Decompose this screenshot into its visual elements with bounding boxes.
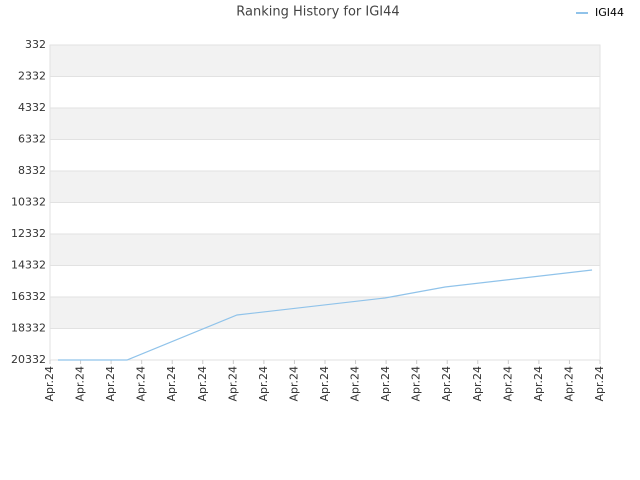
x-tick-label: Apr.24: [471, 366, 484, 402]
x-tick-label: Apr.24: [104, 366, 117, 402]
grid-band: [50, 171, 600, 203]
x-tick-label: Apr.24: [501, 366, 514, 402]
x-tick-label: Apr.24: [562, 366, 575, 402]
grid-band: [50, 234, 600, 266]
grid-band: [50, 45, 600, 77]
x-tick-label: Apr.24: [257, 366, 270, 402]
y-tick-label: 10332: [11, 196, 46, 209]
x-tick-label: Apr.24: [196, 366, 209, 402]
y-tick-label: 20332: [11, 353, 46, 366]
y-tick-label: 8332: [18, 164, 46, 177]
x-tick-label: Apr.24: [165, 366, 178, 402]
x-tick-label: Apr.24: [532, 366, 545, 402]
y-tick-label: 332: [25, 38, 46, 51]
x-tick-label: Apr.24: [379, 366, 392, 402]
y-tick-label: 12332: [11, 227, 46, 240]
grid-band: [50, 108, 600, 140]
x-tick-label: Apr.24: [593, 366, 606, 402]
y-tick-label: 2332: [18, 70, 46, 83]
y-tick-label: 4332: [18, 101, 46, 114]
x-tick-label: Apr.24: [226, 366, 239, 402]
x-tick-label: Apr.24: [440, 366, 453, 402]
series-line: [57, 269, 593, 361]
x-tick-label: Apr.24: [287, 366, 300, 402]
x-tick-label: Apr.24: [318, 366, 331, 402]
grid-band: [50, 297, 600, 329]
y-tick-label: 18332: [11, 322, 46, 335]
x-tick-label: Apr.24: [135, 366, 148, 402]
x-tick-label: Apr.24: [349, 366, 362, 402]
chart-title: Ranking History for IGI44: [236, 5, 399, 20]
y-tick-label: 14332: [11, 259, 46, 272]
y-tick-label: 16332: [11, 290, 46, 303]
x-tick-label: Apr.24: [74, 366, 87, 402]
y-tick-label: 6332: [18, 133, 46, 146]
x-tick-label: Apr.24: [410, 366, 423, 402]
x-tick-label: Apr.24: [43, 366, 56, 402]
legend-label: IGI44: [595, 6, 624, 19]
